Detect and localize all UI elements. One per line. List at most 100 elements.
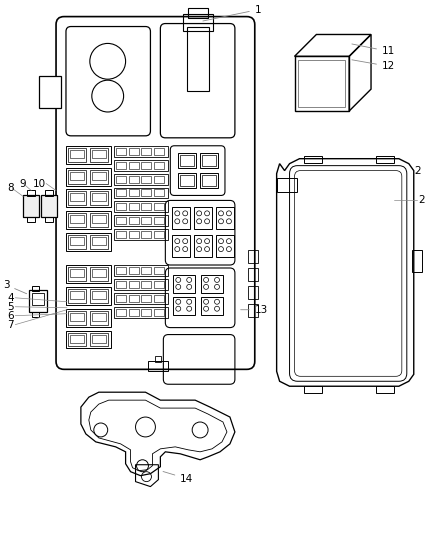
Bar: [114, 265, 168, 276]
Bar: [141, 231, 152, 238]
Bar: [66, 265, 111, 283]
Bar: [114, 146, 168, 157]
Bar: [68, 148, 86, 161]
Bar: [68, 213, 86, 227]
Text: 2: 2: [419, 196, 425, 205]
Bar: [32, 286, 39, 291]
Text: 10: 10: [33, 179, 46, 189]
Bar: [32, 293, 44, 305]
Bar: [298, 60, 345, 107]
Bar: [116, 148, 126, 155]
Bar: [201, 297, 223, 314]
Bar: [188, 7, 208, 18]
Bar: [66, 168, 111, 185]
Bar: [90, 333, 108, 346]
Bar: [248, 250, 258, 263]
Bar: [216, 207, 234, 229]
Bar: [141, 281, 152, 288]
Bar: [68, 191, 86, 205]
Bar: [155, 190, 164, 197]
Bar: [92, 193, 106, 201]
Bar: [116, 295, 126, 302]
Bar: [141, 148, 152, 155]
Bar: [155, 204, 164, 211]
Bar: [70, 313, 84, 321]
Bar: [155, 295, 164, 302]
Bar: [183, 14, 213, 31]
Bar: [66, 212, 111, 229]
Bar: [114, 229, 168, 240]
Bar: [68, 333, 86, 346]
Bar: [68, 235, 86, 249]
Bar: [129, 309, 138, 316]
Bar: [412, 250, 422, 272]
Text: 14: 14: [163, 472, 194, 483]
Bar: [277, 177, 297, 192]
Bar: [216, 235, 234, 257]
Bar: [376, 156, 394, 163]
Bar: [129, 217, 138, 224]
Bar: [202, 175, 216, 185]
Bar: [27, 217, 35, 222]
Bar: [27, 190, 35, 197]
Bar: [66, 330, 111, 349]
Bar: [90, 311, 108, 325]
Text: 7: 7: [7, 320, 14, 329]
Bar: [202, 155, 216, 166]
Bar: [70, 215, 84, 223]
Text: 8: 8: [7, 183, 14, 193]
Bar: [173, 275, 195, 293]
Bar: [180, 155, 194, 166]
Bar: [294, 56, 349, 111]
Bar: [304, 386, 322, 393]
Text: 11: 11: [352, 44, 395, 56]
Bar: [178, 153, 196, 168]
Bar: [129, 231, 138, 238]
Bar: [90, 148, 108, 161]
Bar: [70, 150, 84, 158]
Bar: [114, 293, 168, 304]
Bar: [114, 160, 168, 171]
Bar: [141, 267, 152, 274]
Bar: [114, 201, 168, 212]
Bar: [141, 295, 152, 302]
Bar: [248, 286, 258, 299]
Bar: [23, 196, 39, 217]
Bar: [116, 281, 126, 288]
Bar: [129, 267, 138, 274]
Bar: [155, 231, 164, 238]
Bar: [114, 215, 168, 226]
Bar: [70, 193, 84, 201]
Bar: [92, 313, 106, 321]
Bar: [29, 290, 47, 312]
Bar: [92, 291, 106, 299]
Bar: [116, 204, 126, 211]
Bar: [114, 307, 168, 318]
Bar: [129, 175, 138, 182]
Bar: [155, 267, 164, 274]
Bar: [129, 281, 138, 288]
Bar: [178, 173, 196, 188]
Bar: [304, 156, 322, 163]
Bar: [148, 361, 168, 372]
Bar: [155, 281, 164, 288]
Bar: [248, 304, 258, 317]
Bar: [141, 217, 152, 224]
Bar: [114, 174, 168, 184]
Bar: [70, 237, 84, 245]
Bar: [68, 311, 86, 325]
Bar: [116, 161, 126, 168]
Bar: [141, 175, 152, 182]
Text: 9: 9: [19, 179, 26, 189]
Bar: [155, 175, 164, 182]
Bar: [90, 169, 108, 183]
Bar: [116, 231, 126, 238]
Bar: [116, 190, 126, 197]
Bar: [200, 153, 218, 168]
Bar: [68, 289, 86, 303]
Bar: [155, 217, 164, 224]
Bar: [129, 190, 138, 197]
Bar: [116, 267, 126, 274]
Bar: [116, 175, 126, 182]
Text: 12: 12: [352, 60, 395, 71]
